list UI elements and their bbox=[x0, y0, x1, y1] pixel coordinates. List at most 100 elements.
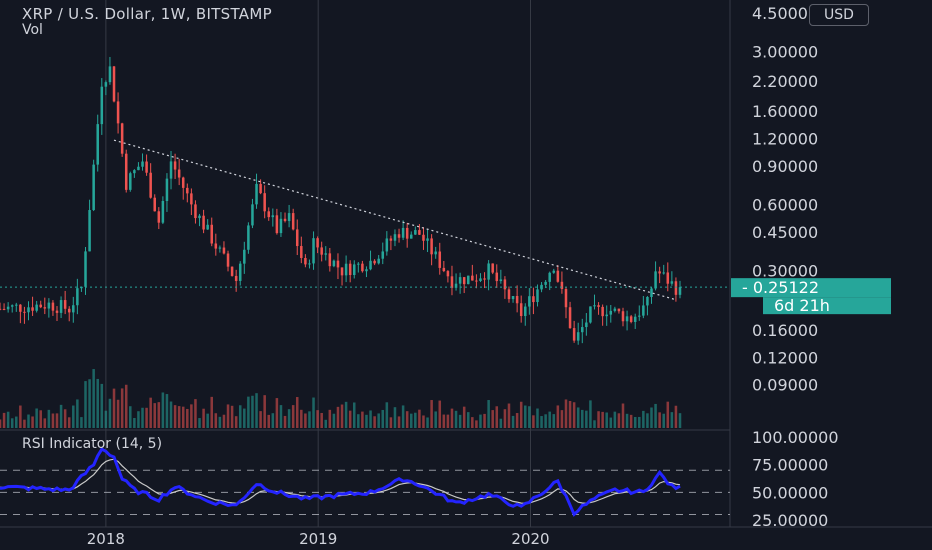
candle-body bbox=[84, 251, 87, 287]
candle-body bbox=[519, 303, 523, 317]
candle-body bbox=[222, 247, 226, 254]
volume-bar bbox=[409, 413, 413, 428]
candle-body bbox=[43, 307, 47, 309]
price-axis[interactable]: 4.50000 3.00000 2.20000 1.60000 1.20000 0.900… bbox=[731, 4, 891, 530]
volume-bar bbox=[446, 414, 450, 428]
candle-body bbox=[96, 124, 99, 165]
volume-bar bbox=[72, 405, 75, 428]
countdown-badge bbox=[763, 297, 891, 315]
candle-body bbox=[291, 213, 295, 230]
volume-bar bbox=[222, 414, 226, 428]
volume-bar bbox=[133, 417, 136, 428]
candle-body bbox=[361, 263, 364, 272]
volume-bar bbox=[528, 406, 531, 428]
downtrend-line bbox=[113, 139, 677, 301]
volume-bar bbox=[157, 402, 161, 428]
candle-body bbox=[568, 307, 572, 329]
candle-body bbox=[344, 263, 348, 276]
volume-bar bbox=[141, 407, 144, 428]
candle-body bbox=[389, 238, 393, 241]
price-tick-label: 4.50000 bbox=[752, 4, 818, 23]
volume-bar bbox=[116, 399, 120, 428]
candle-body bbox=[397, 234, 401, 238]
volume-bar bbox=[129, 406, 132, 428]
volume-bar bbox=[112, 388, 116, 428]
volume-bar bbox=[287, 409, 291, 428]
candle-body bbox=[585, 322, 588, 328]
candle-body bbox=[124, 153, 128, 190]
candle-body bbox=[548, 272, 551, 282]
volume-bar bbox=[243, 408, 246, 428]
volume-bar bbox=[479, 414, 482, 428]
candle-body bbox=[617, 308, 621, 312]
volume-bar bbox=[426, 417, 429, 428]
candle-body bbox=[414, 230, 417, 235]
candle-body bbox=[613, 308, 617, 311]
rsi-indicator-label[interactable]: RSI Indicator (14, 5) bbox=[22, 436, 163, 452]
volume-bar bbox=[255, 393, 258, 428]
candle-body bbox=[678, 287, 682, 295]
volume-bar bbox=[369, 410, 372, 428]
volume-bar bbox=[88, 379, 91, 428]
volume-bar bbox=[31, 416, 34, 428]
volume-bar bbox=[275, 398, 279, 428]
candle-body bbox=[556, 270, 560, 282]
price-tick-label: 1.60000 bbox=[752, 102, 818, 121]
volume-bar bbox=[450, 408, 454, 428]
volume-bar bbox=[438, 400, 442, 428]
candle-body bbox=[190, 193, 193, 205]
volume-bar bbox=[511, 415, 515, 428]
candle-body bbox=[674, 281, 678, 295]
candle-body bbox=[88, 210, 91, 252]
candle-body bbox=[10, 305, 14, 307]
volume-bar bbox=[23, 419, 26, 428]
volume-bar bbox=[564, 399, 568, 428]
candle-body bbox=[638, 315, 641, 317]
candle-body bbox=[283, 218, 287, 222]
candle-body bbox=[72, 305, 75, 313]
volume-bar bbox=[218, 416, 222, 428]
candle-body bbox=[108, 66, 112, 83]
volume-bar bbox=[92, 369, 95, 428]
volume-bar bbox=[247, 396, 250, 428]
candle-body bbox=[116, 101, 120, 124]
rsi-line bbox=[0, 447, 681, 517]
volume-bar bbox=[43, 418, 47, 428]
volume-bar bbox=[39, 410, 42, 428]
candle-body bbox=[377, 258, 380, 264]
currency-button[interactable]: USD bbox=[809, 4, 869, 26]
price-tick-label: 2.20000 bbox=[752, 72, 818, 91]
candle-body bbox=[552, 270, 556, 273]
volume-bar bbox=[181, 406, 185, 428]
volume-bar bbox=[609, 417, 613, 428]
volume-bar bbox=[552, 414, 556, 428]
rsi-signal-line bbox=[0, 458, 681, 505]
volume-bar bbox=[344, 401, 348, 428]
candle-body bbox=[304, 257, 307, 265]
candle-body bbox=[373, 260, 376, 264]
candle-body bbox=[247, 225, 250, 250]
volume-bar bbox=[51, 413, 55, 428]
price-candles bbox=[0, 56, 682, 345]
time-axis[interactable]: 2018 2019 2020 bbox=[87, 530, 550, 548]
volume-bar bbox=[393, 407, 397, 428]
candle-body bbox=[51, 302, 55, 311]
candle-body bbox=[650, 288, 653, 297]
candle-body bbox=[214, 243, 218, 249]
candle-body bbox=[218, 247, 222, 249]
volume-bar bbox=[59, 404, 63, 428]
candle-body bbox=[462, 277, 466, 285]
candle-body bbox=[149, 172, 152, 198]
volume-bar bbox=[483, 413, 486, 428]
volume-bar bbox=[658, 412, 661, 428]
candle-body bbox=[601, 306, 604, 317]
candle-body bbox=[491, 263, 494, 273]
volume-bar bbox=[238, 405, 242, 428]
candle-body bbox=[67, 308, 71, 313]
volume-bar bbox=[629, 414, 633, 428]
volume-bar bbox=[328, 409, 332, 428]
candle-body bbox=[324, 253, 328, 255]
candle-body bbox=[27, 307, 30, 313]
candle-body bbox=[629, 316, 633, 322]
